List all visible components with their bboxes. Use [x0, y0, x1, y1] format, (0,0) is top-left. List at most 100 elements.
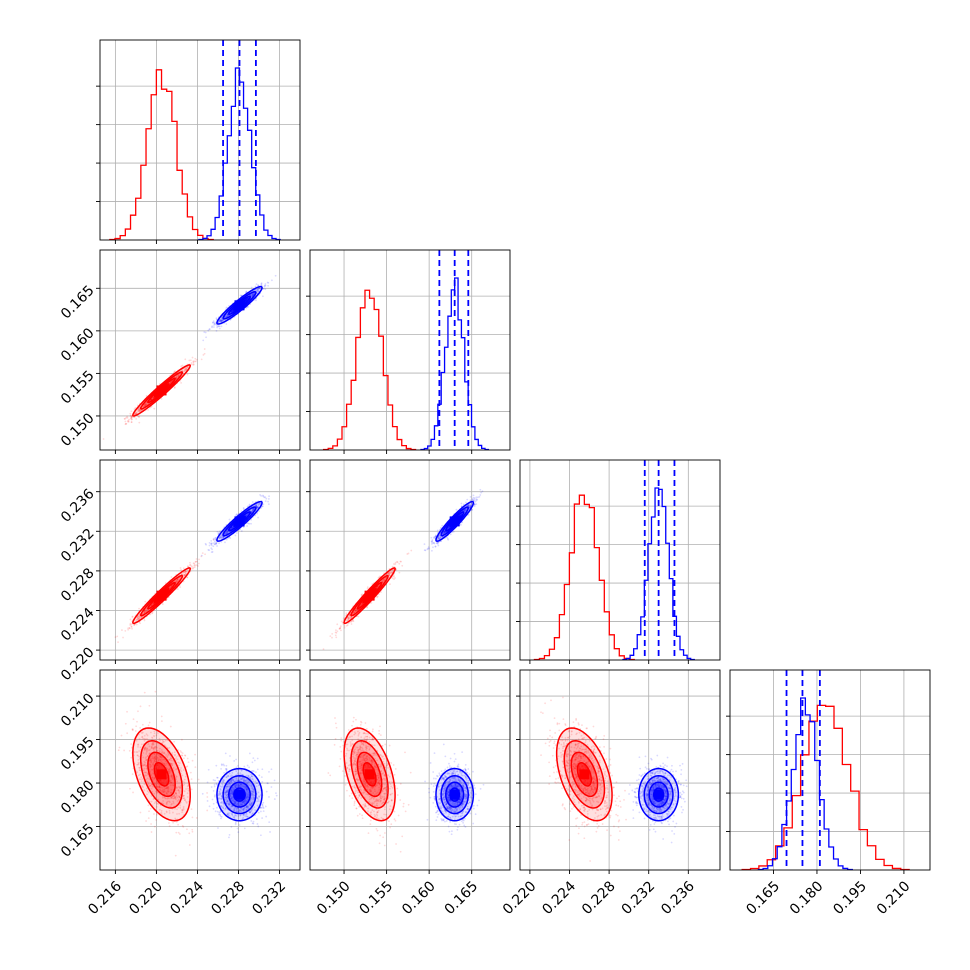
scatter-point: [135, 411, 138, 414]
scatter-point: [226, 313, 228, 316]
scatter-point: [396, 561, 399, 564]
scatter-point: [134, 412, 137, 415]
y-tick-label: 0.150: [58, 410, 98, 450]
scatter-point: [144, 403, 146, 406]
scatter-point: [173, 386, 176, 389]
scatter-point: [130, 416, 133, 419]
y-tick-label: 0.160: [58, 325, 98, 365]
scatter-point: [225, 315, 228, 318]
scatter-point: [263, 285, 266, 288]
scatter-point: [138, 415, 140, 418]
scatter-point: [212, 538, 215, 541]
scatter-point: [185, 573, 187, 575]
scatter-point: [212, 545, 215, 548]
scatter-point: [128, 418, 130, 421]
scatter-point: [195, 558, 198, 560]
scatter-point: [350, 620, 353, 623]
scatter-point: [393, 563, 395, 565]
scatter-point: [215, 329, 218, 332]
scatter-point: [265, 497, 268, 500]
scatter-point: [260, 284, 263, 287]
scatter-point: [130, 421, 133, 423]
scatter-point: [213, 324, 215, 326]
scatter-point: [220, 319, 223, 322]
scatter-point: [130, 416, 133, 418]
scatter-point: [220, 318, 223, 321]
scatter-point: [220, 319, 223, 322]
scatter-point: [220, 325, 223, 328]
scatter-point: [138, 410, 141, 412]
scatter-point: [228, 305, 230, 307]
scatter-point: [264, 284, 267, 287]
scatter-point: [216, 545, 218, 547]
scatter-point: [170, 576, 173, 578]
scatter-point: [143, 619, 146, 622]
scatter-point: [144, 403, 147, 406]
scatter-point: [218, 320, 221, 323]
scatter-point: [334, 631, 337, 634]
y-tick-label: 0.220: [58, 644, 98, 684]
y-tick-label: 0.165: [58, 283, 98, 323]
scatter-point: [191, 356, 194, 359]
scatter-point: [200, 554, 203, 557]
scatter-point: [128, 627, 131, 630]
scatter-point: [181, 369, 184, 372]
scatter-point: [116, 635, 119, 638]
scatter-point: [131, 616, 134, 618]
scatter-point: [130, 625, 133, 628]
scatter-point: [245, 298, 248, 301]
scatter-point: [123, 417, 126, 420]
scatter-point: [195, 560, 197, 563]
scatter-point: [145, 403, 148, 405]
scatter-point: [138, 408, 141, 411]
scatter-point: [203, 352, 206, 355]
scatter-point: [346, 624, 349, 626]
scatter-point: [181, 364, 184, 367]
scatter-point: [219, 319, 222, 322]
scatter-point: [135, 412, 138, 414]
scatter-point: [230, 310, 233, 313]
scatter-point: [124, 629, 127, 632]
scatter-point: [193, 564, 196, 567]
scatter-point: [221, 319, 224, 322]
scatter-point: [175, 375, 178, 378]
scatter-point: [343, 625, 346, 627]
scatter-point: [262, 503, 265, 506]
scatter-point: [423, 549, 426, 551]
scatter-point: [250, 522, 252, 525]
scatter-point: [194, 564, 197, 567]
scatter-point: [214, 323, 216, 326]
scatter-point: [125, 422, 128, 425]
scatter-point: [145, 394, 148, 397]
scatter-point: [251, 294, 254, 297]
scatter-point: [131, 627, 133, 630]
scatter-point: [130, 418, 133, 421]
scatter-point: [140, 409, 142, 412]
scatter-point: [242, 506, 245, 509]
scatter-point: [182, 571, 185, 574]
scatter-point: [144, 610, 147, 613]
scatter-point: [145, 607, 148, 610]
scatter-point: [329, 635, 332, 638]
scatter-point: [127, 627, 130, 630]
scatter-point: [252, 292, 255, 295]
histogram-series-0: [322, 289, 417, 450]
scatter-point: [139, 409, 142, 412]
scatter-point: [394, 577, 396, 579]
scatter-point: [204, 553, 206, 556]
scatter-point: [230, 310, 233, 313]
scatter-point: [211, 550, 214, 553]
scatter-point: [246, 297, 249, 300]
scatter-point: [256, 512, 258, 515]
scatter-point: [130, 626, 133, 628]
scatter-point: [185, 367, 187, 370]
scatter-point: [215, 541, 218, 544]
scatter-point: [460, 502, 463, 505]
scatter-point: [176, 578, 179, 581]
scatter-point: [191, 566, 193, 568]
scatter-point: [137, 415, 140, 418]
scatter-point: [231, 310, 234, 313]
scatter-point: [198, 558, 200, 561]
scatter-point: [196, 560, 198, 563]
